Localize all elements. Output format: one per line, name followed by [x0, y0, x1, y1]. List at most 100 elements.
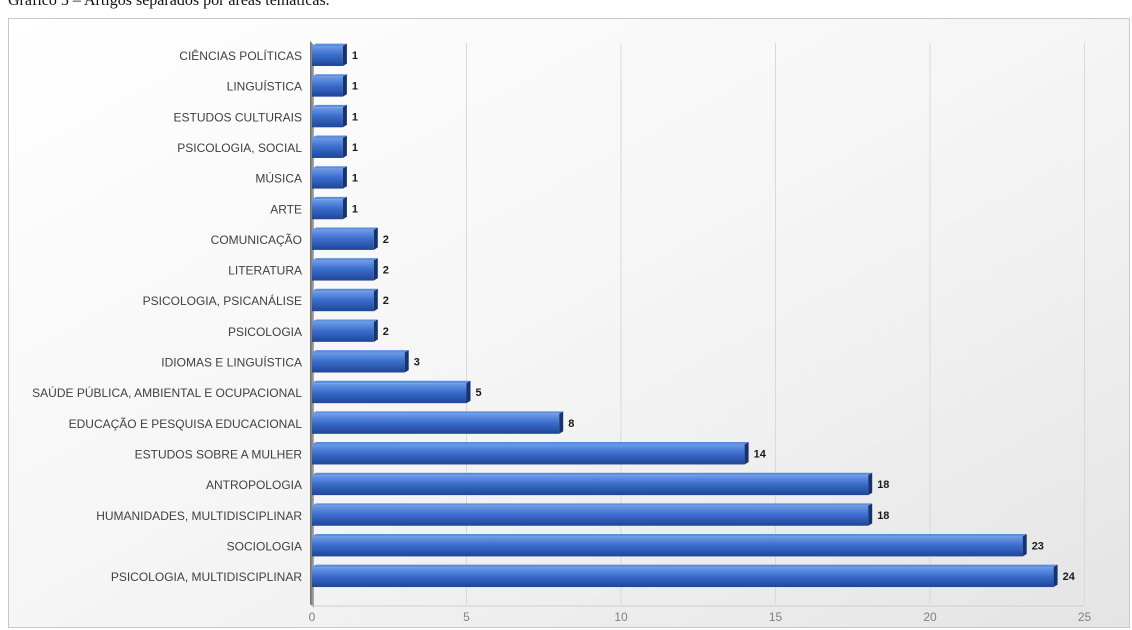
chart-caption: Gráfico 5 – Artigos separados por áreas … — [8, 0, 330, 9]
bar-top-face — [312, 227, 378, 230]
bar-side-face — [466, 380, 471, 404]
bar-front-face — [312, 260, 374, 281]
value-label: 18 — [877, 510, 889, 522]
bar-side-face — [342, 104, 347, 128]
x-tick-label: 20 — [923, 610, 937, 624]
bar-top-face — [312, 442, 749, 445]
value-label: 2 — [383, 326, 389, 338]
bar — [312, 564, 1058, 588]
category-label: LITERATURA — [228, 264, 302, 278]
category-label: EDUCAÇÃO E PESQUISA EDUCACIONAL — [69, 417, 303, 431]
bar-side-face — [404, 350, 409, 373]
category-label: ESTUDOS CULTURAIS — [174, 110, 302, 124]
bar — [312, 534, 1027, 557]
bar-front-face — [312, 352, 405, 373]
bar-top-face — [312, 564, 1058, 568]
bar-top-face — [312, 288, 378, 292]
category-label: IDIOMAS E LINGUÍSTICA — [161, 355, 302, 370]
bar-top-face — [312, 411, 564, 414]
bar-side-face — [373, 319, 378, 342]
value-label: 1 — [352, 81, 358, 93]
bar-front-face — [312, 291, 374, 312]
bar-front-face — [312, 413, 560, 434]
value-label: 1 — [352, 111, 358, 123]
bar — [312, 288, 378, 312]
bar-top-face — [312, 319, 378, 322]
bar-side-face — [342, 135, 347, 158]
bar — [312, 166, 347, 189]
bar-front-face — [312, 567, 1054, 588]
bar-front-face — [312, 444, 745, 465]
bar-top-face — [312, 472, 873, 476]
bar-front-face — [312, 475, 869, 496]
category-label: CIÊNCIAS POLÍTICAS — [179, 48, 302, 63]
bar-top-face — [312, 380, 471, 384]
category-label: PSICOLOGIA, SOCIAL — [177, 141, 302, 155]
category-label: PSICOLOGIA, MULTIDISCIPLINAR — [111, 570, 302, 584]
bar-side-face — [342, 74, 347, 97]
category-label: HUMANIDADES, MULTIDISCIPLINAR — [96, 509, 302, 523]
x-tick-label: 10 — [614, 610, 628, 624]
category-labels: CIÊNCIAS POLÍTICAS LINGUÍSTICA ESTUDOS CUL… — [32, 48, 302, 584]
bar-front-face — [312, 199, 343, 220]
bar — [312, 43, 347, 66]
bar — [312, 503, 873, 526]
bar — [312, 472, 873, 496]
category-label: MÚSICA — [255, 171, 302, 186]
category-label: ARTE — [270, 202, 302, 216]
category-label: ANTROPOLOGIA — [206, 478, 302, 492]
x-tick-label: 15 — [769, 610, 783, 624]
bar-top-face — [312, 503, 873, 506]
bar-side-face — [373, 227, 378, 250]
value-label: 1 — [352, 142, 358, 154]
chart-frame: CIÊNCIAS POLÍTICAS LINGUÍSTICA ESTUDOS CUL… — [8, 18, 1130, 628]
bar — [312, 380, 471, 404]
bar-side-face — [868, 503, 873, 526]
bar-top-face — [312, 43, 347, 46]
bar — [312, 135, 347, 158]
value-label: 14 — [754, 448, 767, 460]
bar-front-face — [312, 46, 343, 66]
bar-side-face — [868, 472, 873, 496]
bar-front-face — [312, 107, 343, 128]
bar-top-face — [312, 166, 347, 169]
value-label: 2 — [383, 265, 389, 277]
bar — [312, 227, 378, 250]
value-label: 5 — [476, 387, 482, 399]
bar — [312, 74, 347, 97]
bar — [312, 442, 749, 465]
bar — [312, 319, 378, 342]
bar-top-face — [312, 258, 378, 261]
x-axis-ticks: 0 5 10 15 20 25 — [309, 610, 1092, 624]
bar-side-face — [1022, 534, 1027, 557]
bar — [312, 258, 378, 281]
bar-top-face — [312, 534, 1027, 537]
value-label: 2 — [383, 234, 389, 246]
value-label: 24 — [1063, 571, 1076, 583]
value-label: 1 — [352, 173, 358, 185]
bar — [312, 104, 347, 128]
value-label: 1 — [352, 50, 358, 62]
bar-side-face — [342, 166, 347, 189]
value-label: 18 — [877, 479, 889, 491]
bar — [312, 350, 409, 373]
category-label: LINGUÍSTICA — [227, 79, 302, 94]
bar-top-face — [312, 74, 347, 77]
bar-top-face — [312, 104, 347, 108]
bar-side-face — [342, 196, 347, 220]
category-label: COMUNICAÇÃO — [211, 233, 302, 247]
bar-side-face — [373, 258, 378, 281]
value-label: 2 — [383, 295, 389, 307]
category-label: ESTUDOS SOBRE A MULHER — [135, 447, 303, 461]
bar-chart: CIÊNCIAS POLÍTICAS LINGUÍSTICA ESTUDOS CUL… — [9, 19, 1129, 627]
bar — [312, 411, 564, 434]
bar-front-face — [312, 536, 1023, 557]
value-label: 3 — [414, 357, 420, 369]
bar-front-face — [312, 168, 343, 189]
value-label: 23 — [1032, 540, 1044, 552]
bar-side-face — [744, 442, 749, 465]
bar-top-face — [312, 135, 347, 138]
x-tick-label: 25 — [1078, 610, 1092, 624]
bar-front-face — [312, 229, 374, 250]
